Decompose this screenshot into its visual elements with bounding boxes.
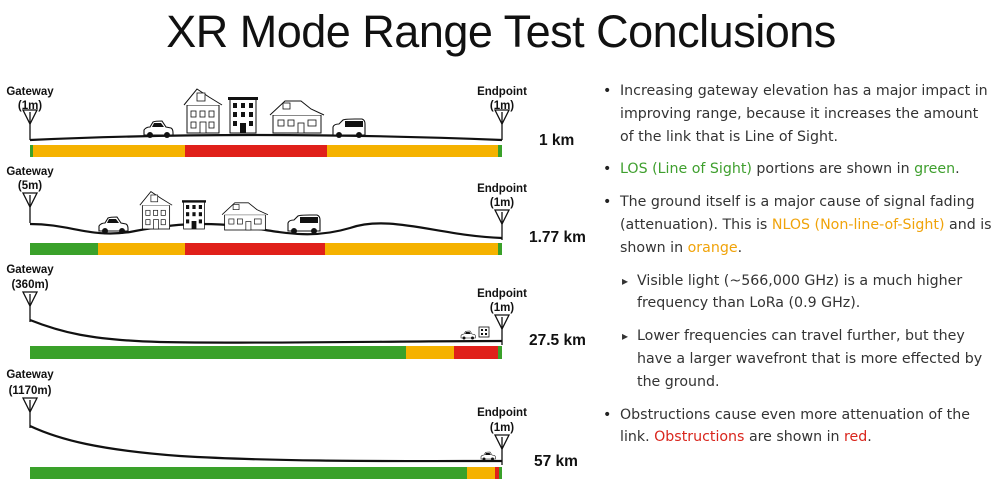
endpoint-height-3: (1m) [490,302,514,314]
los-segment [498,243,502,255]
nlos-segment [467,467,495,479]
los-segment [498,145,502,157]
gateway-label-2: Gateway [6,166,54,178]
scenario-1: Gateway (1m) Endpoint (1m) 1 km [6,86,574,157]
house-icon [183,88,223,134]
bullet-text: Visible light (~566,000 GHz) is a much h… [637,272,963,312]
ground-profile [29,425,503,463]
obstruction-segment [185,243,325,255]
bullet-text: Obstructions cause even more attenuation… [620,406,970,446]
endpoint-height-4: (1m) [490,422,514,434]
los-term: LOS (Line of Sight) [620,161,752,178]
bullet-text: are shown in [744,429,845,446]
gateway-height-1: (1m) [18,100,42,112]
house-icon [221,202,269,231]
bullet-text: . [737,239,743,256]
ground-profile [29,318,503,344]
endpoint-label-2: Endpoint [477,183,527,195]
bullet-elevation: Increasing gateway elevation has a major… [603,80,995,148]
nlos-segment [325,243,498,255]
gateway-height-2: (5m) [18,180,42,192]
bullet-text: and is shown in [620,216,992,256]
sub-bullet-visible-light: Visible light (~566,000 GHz) is a much h… [603,270,995,316]
endpoint-label-1: Endpoint [477,86,527,98]
obstruction-segment [185,145,327,157]
range-diagram: Gateway (1m) Endpoint (1m) 1 km Gateway … [6,86,586,479]
nlos-segment [98,243,185,255]
gateway-label-4: Gateway [6,369,54,381]
los-segment [30,346,406,359]
distance-label-4: 57 km [534,453,578,470]
bullet-text: Increasing gateway elevation has a major… [620,83,988,145]
bullet-text: portions are shown in [751,161,915,178]
endpoint-height-2: (1m) [490,197,514,209]
endpoint-antenna-icon [494,109,510,141]
scenario-4: Gateway (1170m) Endpoint (1m) 57 km [6,369,578,479]
endpoint-antenna-icon [494,209,510,241]
gateway-height-3: (360m) [11,279,48,291]
bullet-text: . [867,429,872,446]
nlos-segment [327,145,498,157]
page-title: XR Mode Range Test Conclusions [166,6,836,57]
gateway-antenna-icon [22,192,38,224]
gateway-height-4: (1170m) [9,385,52,397]
bullet-text: Lower frequencies can travel further, bu… [637,328,983,390]
van-icon [287,214,321,235]
green-term: green [914,161,956,178]
scenario-2: Gateway (5m) Endpoint (1m) 1.77 km [6,166,586,255]
car-icon [460,330,476,340]
apartment-icon [181,199,207,230]
scenario-3: Gateway (360m) Endpoint (1m) 27.5 km [6,264,586,359]
car-icon [143,120,174,139]
gateway-label-3: Gateway [6,264,54,276]
obstruction-term: Obstructions [654,429,745,446]
los-segment [498,346,502,359]
los-segment [30,145,33,157]
distance-label-3: 27.5 km [529,332,586,349]
distance-label-2: 1.77 km [529,229,586,246]
conclusions-list: Increasing gateway elevation has a major… [603,80,995,459]
bullet-obstructions: Obstructions cause even more attenuation… [603,404,995,450]
orange-term: orange [687,239,738,256]
los-segment [30,243,98,255]
nlos-segment [406,346,454,359]
bullet-text: . [955,161,960,178]
house-icon [478,326,490,338]
apartment-icon [227,96,259,134]
van-icon [332,118,366,139]
los-segment [499,467,502,479]
distance-label-1: 1 km [539,132,574,149]
bullet-text: The ground itself is a major cause of si… [620,194,975,233]
house-icon [269,100,325,134]
gateway-antenna-icon [22,109,38,141]
car-icon [98,216,129,235]
sub-bullet-frequency: Lower frequencies can travel further, bu… [603,325,995,393]
gateway-antenna-icon [22,397,38,429]
nlos-segment [33,145,185,157]
endpoint-height-1: (1m) [490,100,514,112]
gateway-antenna-icon [22,291,38,323]
ground-profile [29,133,503,142]
house-icon [139,191,173,230]
obstruction-segment [495,467,499,479]
bullet-los: LOS (Line of Sight) portions are shown i… [603,158,995,181]
obstruction-segment [454,346,498,359]
gateway-label-1: Gateway [6,86,54,98]
car-icon [480,451,496,461]
nlos-term: NLOS (Non-line-of-Sight) [771,216,945,233]
bullet-ground: The ground itself is a major cause of si… [603,191,995,259]
endpoint-label-4: Endpoint [477,407,527,419]
los-segment [30,467,467,479]
red-term: red [844,429,868,446]
endpoint-label-3: Endpoint [477,288,527,300]
